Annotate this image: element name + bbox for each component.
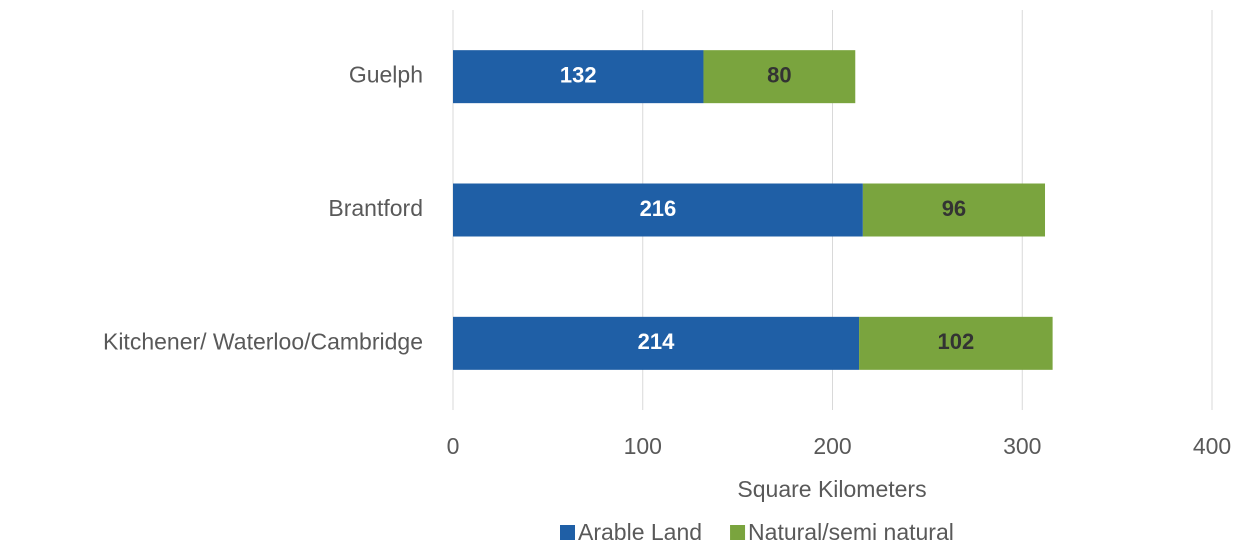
x-axis-title: Square Kilometers	[737, 476, 926, 502]
data-label: 132	[560, 62, 597, 87]
legend-label: Natural/semi natural	[748, 519, 954, 545]
data-label: 216	[640, 196, 677, 221]
bar-segment	[453, 50, 704, 104]
data-label: 102	[937, 329, 974, 354]
x-tick-label: 300	[1003, 433, 1041, 459]
x-tick-label: 400	[1193, 433, 1231, 459]
bar-segment	[453, 183, 863, 237]
legend-swatch	[730, 525, 746, 540]
y-tick-label: Kitchener/ Waterloo/Cambridge	[103, 328, 423, 354]
bar-segment	[862, 183, 1046, 237]
legend-swatch	[560, 525, 575, 540]
data-label: 80	[767, 62, 791, 87]
data-label: 214	[638, 329, 675, 354]
x-tick-label: 100	[624, 433, 662, 459]
y-tick-label: Guelph	[349, 62, 423, 88]
bar-segment	[859, 316, 1053, 370]
data-label: 96	[942, 196, 966, 221]
y-tick-label: Brantford	[328, 195, 423, 221]
bar-segment	[703, 50, 856, 104]
x-tick-label: 200	[813, 433, 851, 459]
legend-label: Arable Land	[578, 519, 702, 545]
bar-segment	[453, 316, 860, 370]
x-tick-label: 0	[447, 433, 460, 459]
